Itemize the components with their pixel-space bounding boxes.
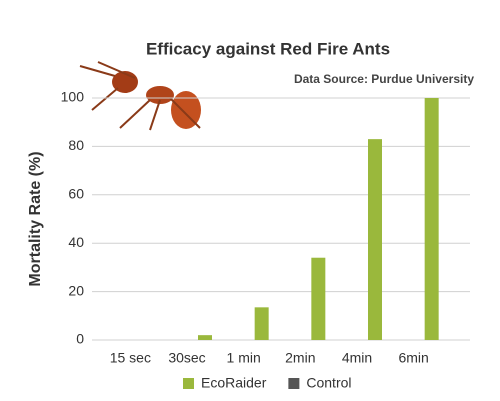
ant-illustration: [79, 61, 201, 131]
y-tick-label: 20: [68, 282, 84, 298]
bar: [311, 257, 326, 340]
legend-swatch: [183, 378, 194, 389]
y-tick-label: 0: [76, 331, 84, 347]
y-tick-label: 80: [68, 137, 84, 153]
y-tick-label: 60: [68, 186, 84, 202]
chart-subtitle: Data Source: Purdue University: [294, 72, 474, 86]
x-tick-label: 2min: [285, 350, 315, 366]
chart-title: Efficacy against Red Fire Ants: [146, 39, 390, 58]
x-tick-label: 30sec: [168, 350, 205, 366]
y-axis-label: Mortality Rate (%): [27, 151, 44, 286]
bar: [198, 335, 212, 340]
legend-label: Control: [306, 375, 351, 391]
legend-swatch: [288, 378, 300, 389]
y-tick-label: 100: [61, 89, 85, 105]
bar: [424, 98, 439, 340]
x-tick-label: 4min: [342, 350, 372, 366]
legend-label: EcoRaider: [201, 375, 267, 391]
x-tick-label: 1 min: [227, 350, 261, 366]
bar: [254, 307, 269, 340]
bar: [368, 139, 382, 340]
x-tick-label: 6min: [398, 350, 428, 366]
x-tick-label: 15 sec: [110, 350, 151, 366]
y-tick-label: 40: [68, 234, 84, 250]
